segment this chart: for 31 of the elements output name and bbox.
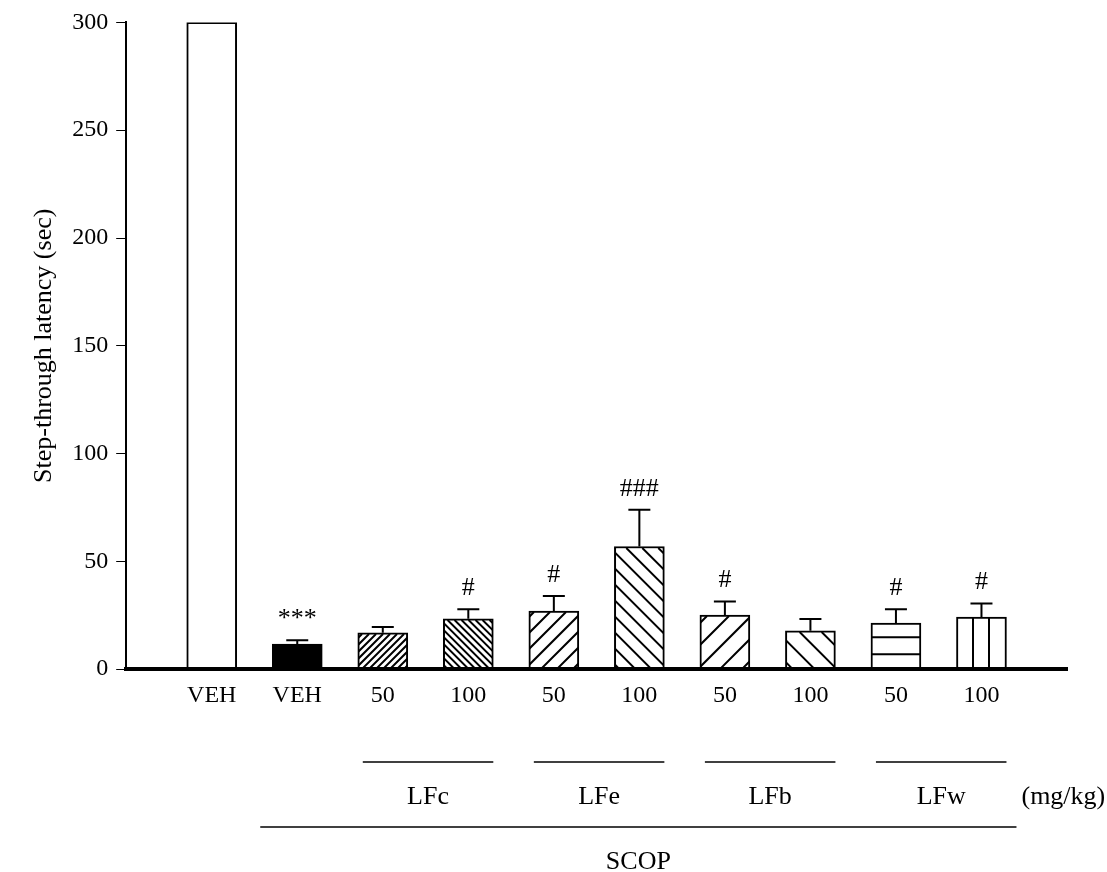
data-label: # (547, 558, 561, 588)
y-tick-label: 250 (72, 115, 109, 142)
data-label: # (461, 572, 475, 602)
data-label: ### (619, 472, 659, 502)
text: SCOP (605, 845, 671, 872)
y-tick-label: 0 (96, 654, 109, 681)
x-tick-label: 50 (370, 680, 395, 707)
data-label: *** (277, 603, 317, 633)
y-tick-label: 50 (84, 546, 109, 573)
x-tick-label: 100 (963, 680, 1000, 707)
x-tick-label: 50 (883, 680, 908, 707)
x-tick-label: 100 (621, 680, 658, 707)
text: (mg/kg) (1021, 780, 1106, 810)
data-label: # (889, 572, 903, 602)
text: LFb (748, 780, 792, 810)
text: LFc (407, 780, 449, 810)
y-tick-label: 100 (72, 438, 109, 465)
text: LFw (916, 780, 966, 810)
x-tick-label: 100 (450, 680, 487, 707)
y-tick-label: 200 (72, 223, 109, 250)
x-tick-label: VEH (187, 680, 237, 707)
data-label: # (974, 566, 988, 596)
x-tick-label: 100 (792, 680, 829, 707)
x-tick-label: 50 (712, 680, 737, 707)
text: LFe (578, 780, 621, 810)
y-tick-label: 300 (72, 7, 109, 34)
y-axis-title: Step-through latency (sec) (28, 208, 58, 483)
y-tick-label: 150 (72, 331, 109, 358)
x-tick-label: 50 (541, 680, 566, 707)
data-label: # (718, 564, 732, 594)
x-tick-label: VEH (272, 680, 322, 707)
